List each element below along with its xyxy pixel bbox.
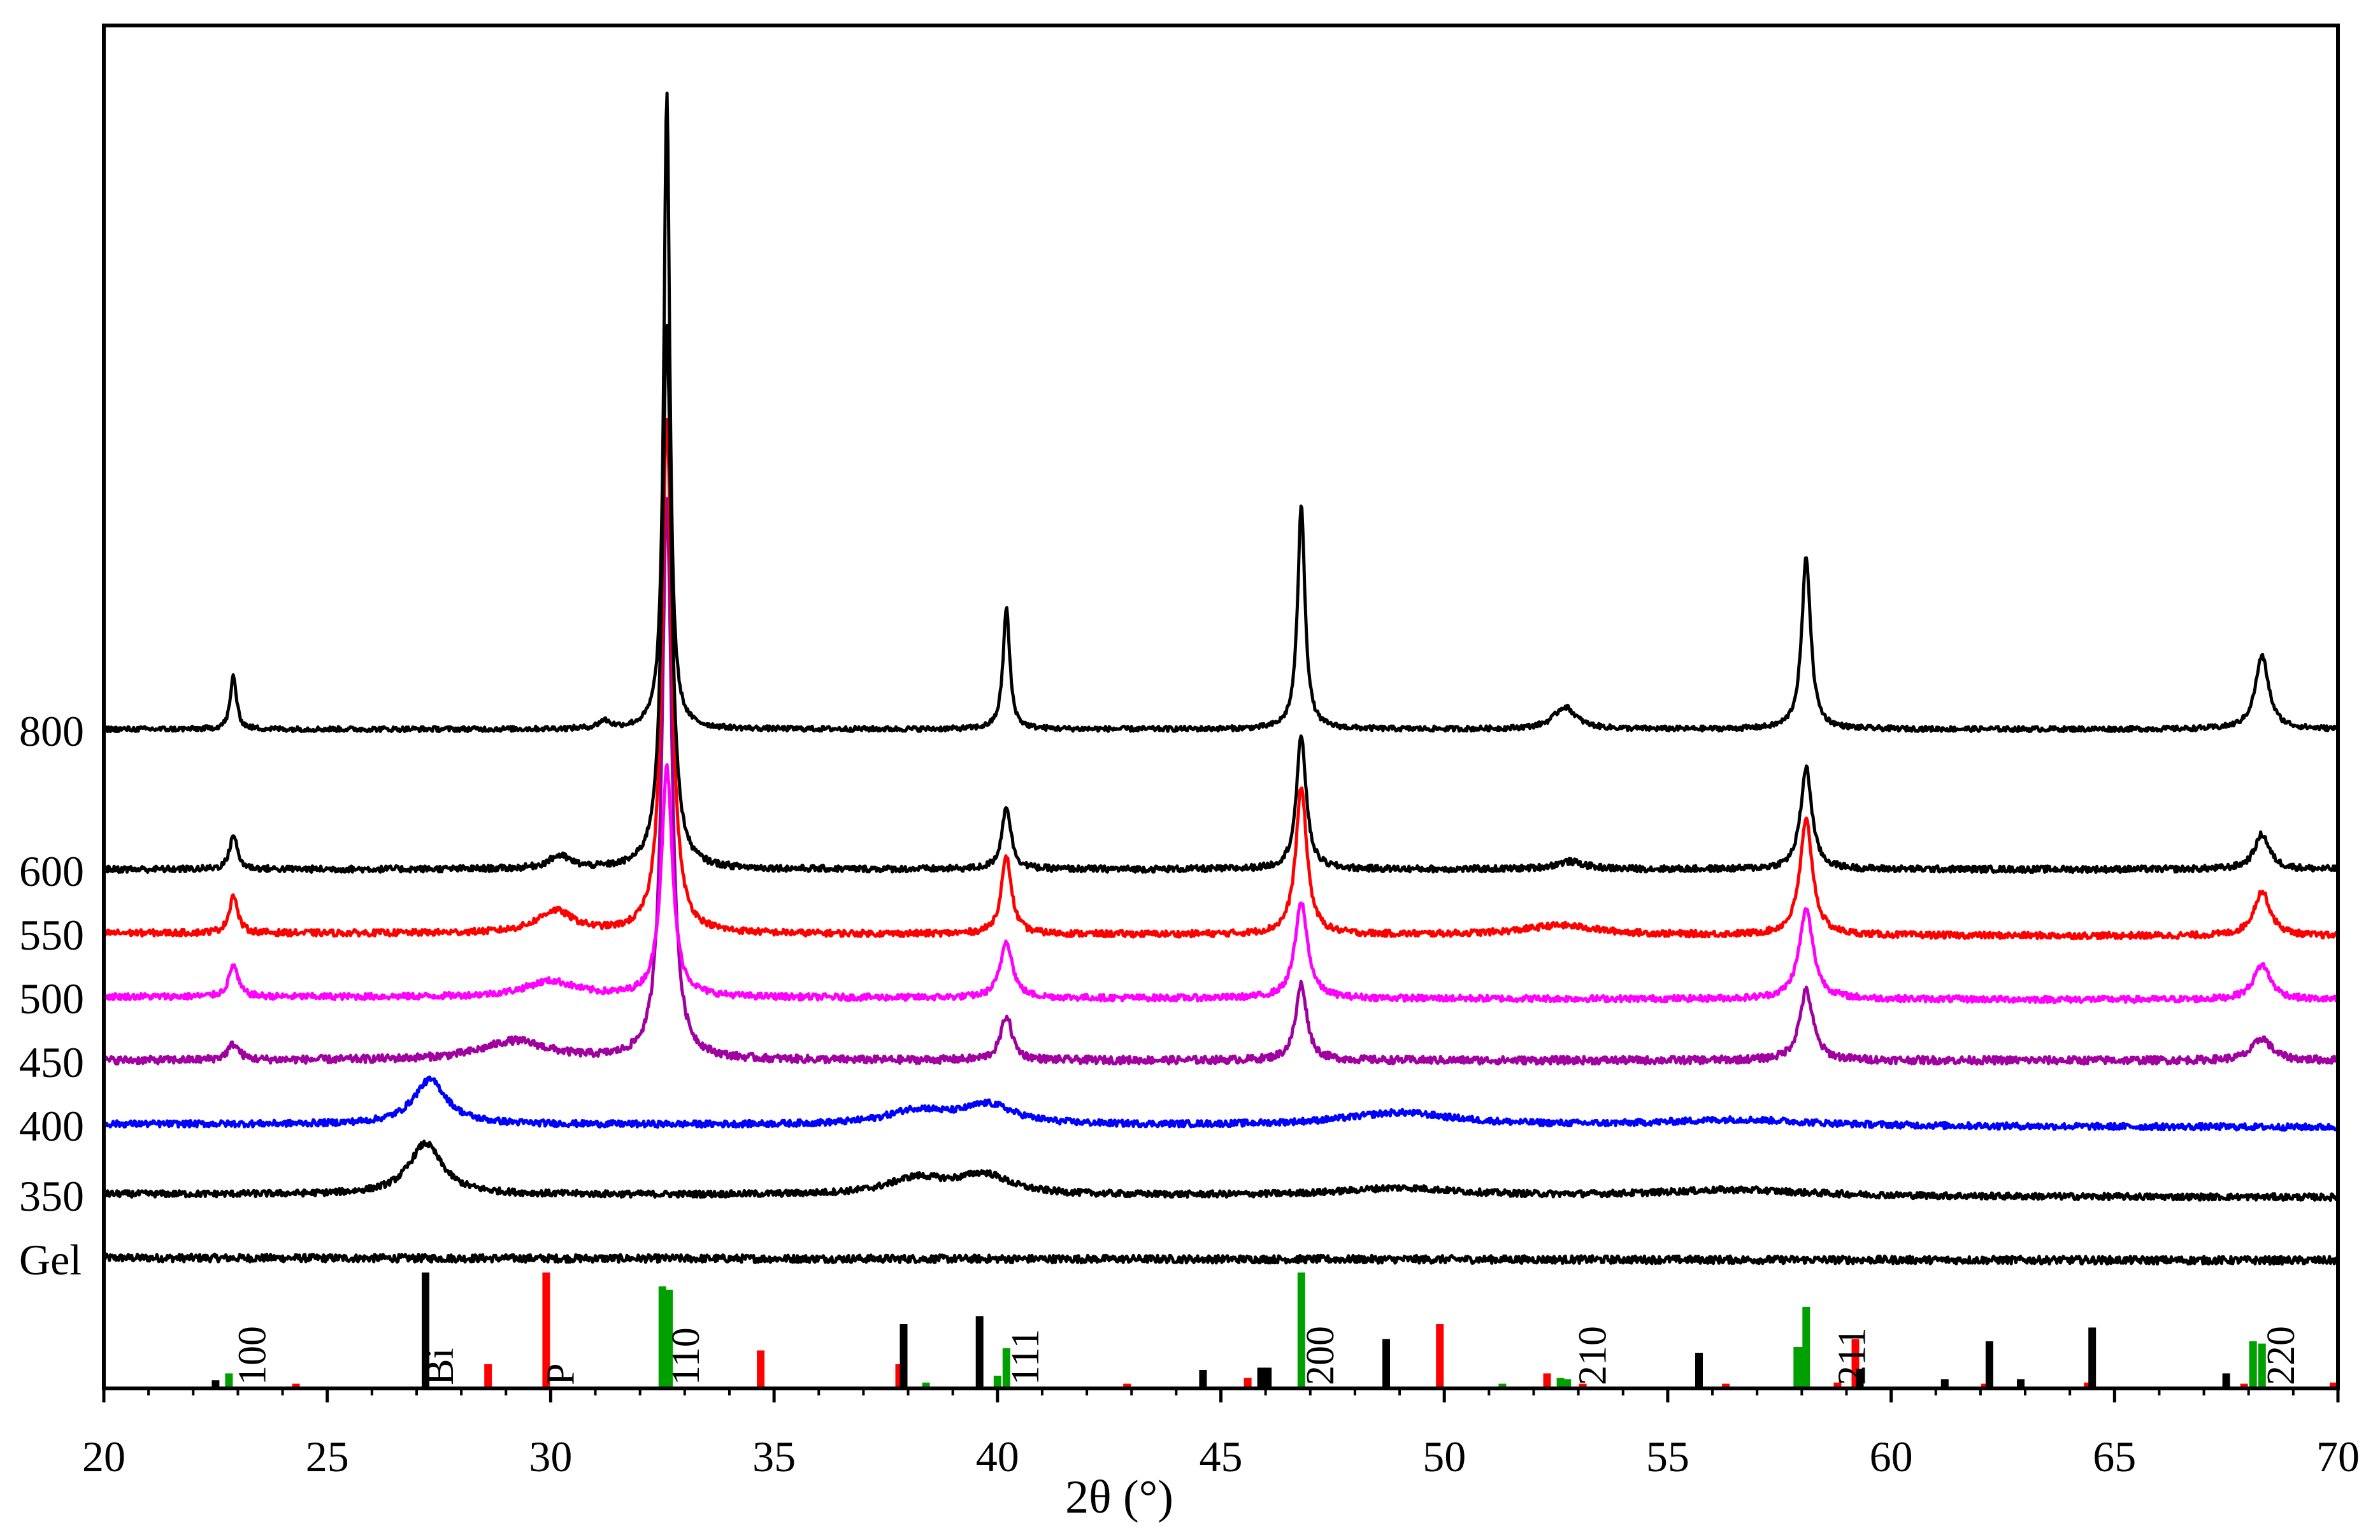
annotation-bi: Bi [419,1348,462,1385]
x-tick-label: 50 [1423,1432,1466,1481]
reference-bar [1856,1369,1864,1387]
x-tick-label: 65 [2093,1432,2136,1481]
reference-bar [1833,1382,1842,1387]
series-label-600: 600 [19,847,84,895]
annotation-200: 200 [1299,1326,1342,1385]
reference-bar [2240,1383,2248,1387]
reference-bar [211,1380,220,1387]
x-axis-label: 2θ (°) [1065,1471,1173,1523]
series-labels: Gel 350 400 450 500 550 600 800 [19,707,84,1284]
pattern-trace-gel [102,1252,2339,1266]
x-axis-ticks: 20 25 30 35 40 45 50 55 60 65 70 [82,1388,2360,1481]
reference-bar [1563,1379,1572,1387]
reference-bar [2088,1327,2097,1387]
reference-bar [1123,1383,1131,1387]
reference-bar [1802,1307,1810,1387]
x-tick-label: 20 [82,1432,125,1481]
reference-bar [292,1383,300,1387]
reference-bar [900,1324,908,1387]
reference-bar [2258,1343,2266,1387]
reference-bar [484,1364,492,1387]
reference-annotations: 100 Bi P 110 111 200 210 211 220 [231,1326,2303,1385]
pattern-trace-550 [102,417,2339,941]
reference-bar [975,1316,984,1387]
x-tick-label: 25 [306,1432,349,1481]
reference-bar [993,1376,1001,1387]
reference-bar [1244,1378,1252,1387]
series-label-500: 500 [19,974,84,1023]
series-label-450: 450 [19,1038,84,1087]
x-tick-label: 70 [2316,1432,2360,1481]
series-label-400: 400 [19,1102,84,1150]
annotation-p: P [539,1364,582,1385]
reference-bar [1002,1348,1010,1387]
x-tick-label: 45 [1200,1432,1243,1481]
pattern-trace-800 [103,91,2340,734]
reference-bar [1543,1373,1551,1387]
reference-bar [665,1290,673,1387]
reference-bar [757,1350,765,1387]
reference-bar [2222,1373,2230,1387]
series-label-gel: Gel [19,1236,82,1284]
x-tick-label: 60 [1870,1432,1913,1481]
reference-bar [225,1373,233,1387]
annotation-220: 220 [2260,1326,2303,1385]
x-tick-label: 55 [1646,1432,1689,1481]
reference-bar [422,1273,429,1387]
series-label-350: 350 [19,1172,84,1220]
reference-bar [2084,1382,2092,1387]
pattern-trace-450 [102,497,2339,1066]
reference-bar [1257,1367,1265,1387]
x-tick-label: 40 [976,1432,1019,1481]
pattern-trace-600 [103,324,2339,874]
annotation-210: 210 [1572,1326,1615,1385]
pattern-trace-350 [103,1139,2340,1202]
reference-bar [1722,1383,1730,1387]
reference-bar [1382,1339,1390,1387]
reference-bar [2249,1341,2257,1387]
reference-bar [1498,1383,1507,1387]
x-tick-label: 35 [752,1432,796,1481]
reference-bar [1264,1367,1272,1387]
reference-bar [2330,1382,2337,1387]
x-tick-label: 30 [529,1432,572,1481]
reference-bar [658,1286,666,1387]
reference-bar [1199,1370,1207,1387]
reference-bar [2017,1379,2025,1387]
annotation-100: 100 [231,1326,275,1385]
reference-bar [1981,1383,1989,1387]
annotation-111: 111 [1004,1329,1047,1385]
reference-bar [1297,1273,1305,1387]
reference-bar [542,1273,550,1387]
pattern-traces [102,91,2340,1266]
reference-bar [1985,1341,1993,1387]
pattern-trace-400 [102,1075,2339,1132]
reference-bar [1695,1353,1703,1387]
pattern-trace-500 [102,763,2340,1004]
series-label-550: 550 [19,911,84,959]
reference-bar [1793,1347,1802,1387]
reference-bar [1436,1324,1444,1387]
annotation-110: 110 [664,1327,708,1385]
reference-bar [922,1382,930,1387]
annotation-211: 211 [1831,1327,1874,1385]
reference-bar [1579,1383,1587,1387]
reference-bars [211,1273,2337,1387]
reference-bar [1940,1379,1949,1387]
reference-bar [1556,1378,1565,1387]
series-label-800: 800 [19,707,84,755]
